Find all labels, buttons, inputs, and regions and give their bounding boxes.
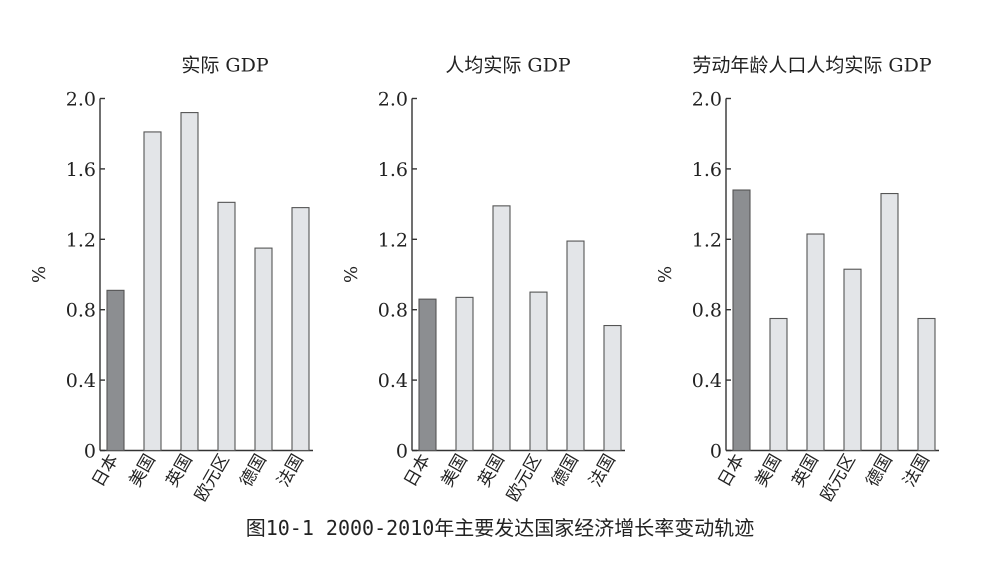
y-tick-label: 0 [84,441,96,463]
category-label: 美国 [752,451,786,490]
y-tick-label: 0.4 [378,370,408,392]
category-label: 美国 [126,451,160,490]
y-tick-label: 2.0 [692,89,722,111]
category-label: 英国 [163,451,197,490]
y-tick-label: 1.2 [66,229,96,251]
category-label: 欧元区 [817,451,860,505]
y-tick-label: 1.2 [692,229,722,251]
category-label: 美国 [438,451,472,490]
bar-法国 [917,317,936,452]
y-tick-label: 0.4 [66,370,96,392]
bar-德国 [254,247,273,452]
bar-美国 [455,296,474,452]
panel-title: 实际 GDP [181,55,268,77]
bar-美国 [769,317,788,452]
y-tick-label: 1.6 [378,159,408,181]
bar-日本 [106,289,125,452]
y-tick-label: 0.8 [66,300,96,322]
category-label: 法国 [900,451,934,490]
y-tick-label: 0 [710,441,722,463]
y-axis-label: % [341,266,362,283]
category-label: 法国 [586,451,620,490]
y-axis-label: % [655,266,676,283]
y-tick-label: 0 [396,441,408,463]
bar-德国 [880,192,899,452]
y-axis-label: % [29,266,50,283]
panel-title: 人均实际 GDP [445,55,570,77]
category-label: 德国 [549,451,583,490]
category-label: 欧元区 [191,451,234,505]
category-label: 德国 [863,451,897,490]
bar-日本 [732,189,751,452]
category-label: 英国 [789,451,823,490]
bar-法国 [603,324,622,452]
y-tick-label: 1.6 [66,159,96,181]
bar-日本 [418,298,437,452]
y-tick-label: 2.0 [378,89,408,111]
category-label: 法国 [274,451,308,490]
y-tick-label: 1.2 [378,229,408,251]
bar-美国 [143,131,162,452]
y-tick-label: 0.8 [692,300,722,322]
y-tick-label: 1.6 [692,159,722,181]
y-tick-label: 0.4 [692,370,722,392]
bar-欧元区 [217,201,236,452]
bar-英国 [180,112,199,452]
bar-英国 [492,205,511,452]
bar-德国 [566,240,585,452]
panel-title: 劳动年龄人口人均实际 GDP [692,55,931,77]
y-tick-label: 0.8 [378,300,408,322]
bar-欧元区 [529,291,548,452]
category-label: 英国 [475,451,509,490]
y-tick-label: 2.0 [66,89,96,111]
figure-caption: 图10-1 2000-2010年主要发达国家经济增长率变动轨迹 [245,516,755,540]
category-label: 德国 [237,451,271,490]
bar-英国 [806,233,825,452]
bar-欧元区 [843,268,862,452]
bar-法国 [291,207,310,452]
category-label: 欧元区 [503,451,546,505]
